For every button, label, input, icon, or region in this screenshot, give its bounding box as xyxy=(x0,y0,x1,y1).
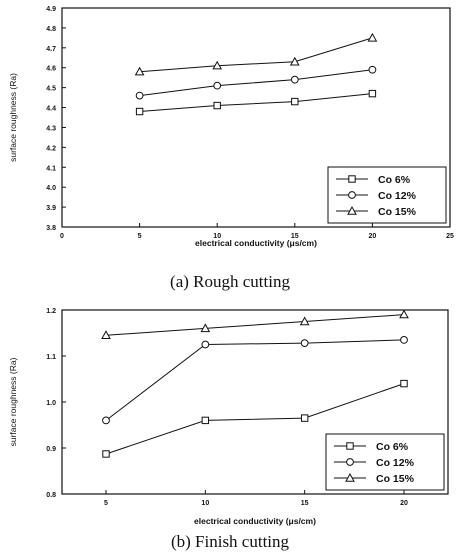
y-tick-label: 3.8 xyxy=(46,225,56,232)
y-tick-label: 4.8 xyxy=(46,26,56,33)
x-tick-label: 20 xyxy=(400,500,408,507)
caption-rough-cutting: (a) Rough cutting xyxy=(170,272,290,291)
x-axis-label: electrical conductivity (μs/cm) xyxy=(194,516,316,526)
y-tick-label: 0.8 xyxy=(46,492,56,499)
series-line-circle xyxy=(139,69,373,97)
y-tick-label: 1.1 xyxy=(46,354,56,361)
x-tick-label: 5 xyxy=(104,500,108,507)
y-tick-label: 1.0 xyxy=(46,400,56,407)
y-tick-label: 4.3 xyxy=(46,125,56,132)
data-point-triangle xyxy=(134,66,145,76)
series-line-triangle xyxy=(105,314,405,336)
data-point-triangle xyxy=(289,56,300,66)
y-tick-label: 1.2 xyxy=(46,308,56,315)
data-point-triangle xyxy=(299,316,310,326)
y-tick-label: 4.0 xyxy=(46,185,56,192)
y-axis-label: surface roughness (Ra) xyxy=(8,73,18,162)
y-tick-label: 0.9 xyxy=(46,446,56,453)
data-point-triangle xyxy=(101,330,111,339)
data-point-square xyxy=(135,107,144,116)
y-tick-label: 4.5 xyxy=(46,86,56,93)
plot-frame xyxy=(61,7,451,228)
data-point-triangle xyxy=(399,309,409,319)
y-tick-label: 4.7 xyxy=(46,46,56,53)
y-axis-label: surface roughness (Ra) xyxy=(8,357,18,446)
y-tick-label: 4.1 xyxy=(46,165,56,172)
legend: Co 6% Co 12% Co 15% xyxy=(325,433,445,491)
chart-finish-cutting: 0.8 0.9 1.0 1.1 1.2 5 10 15 20 electrical conduct… xyxy=(8,308,449,526)
x-tick-label: 15 xyxy=(301,500,309,507)
x-tick-label: 10 xyxy=(213,233,221,240)
data-point-square xyxy=(368,89,377,98)
data-point-triangle xyxy=(212,60,223,70)
x-tick-label: 25 xyxy=(446,233,454,240)
caption-finish-cutting: (b) Finish cutting xyxy=(170,532,290,551)
data-point-square xyxy=(201,416,210,425)
data-point-circle xyxy=(290,75,299,84)
x-tick-label: 10 xyxy=(201,500,209,507)
y-tick-label: 4.9 xyxy=(46,6,56,13)
legend-label: Co 15% xyxy=(378,206,417,218)
data-point-square xyxy=(400,379,408,388)
data-point-circle xyxy=(135,91,144,100)
series-line-triangle xyxy=(139,37,373,73)
data-point-square xyxy=(102,450,110,458)
legend-marker-square xyxy=(348,175,356,183)
data-point-circle xyxy=(300,339,309,348)
legend-marker-circle xyxy=(348,191,356,199)
data-point-circle xyxy=(201,340,210,349)
data-point-circle xyxy=(368,65,377,74)
data-point-circle xyxy=(400,336,408,344)
x-tick-label: 5 xyxy=(138,233,142,240)
data-point-square xyxy=(300,414,309,422)
y-tick-label: 4.6 xyxy=(46,66,56,73)
data-point-triangle xyxy=(367,32,378,42)
legend-marker-circle xyxy=(346,458,354,466)
y-tick-label: 4.4 xyxy=(46,106,56,113)
legend-label: Co 15% xyxy=(376,473,415,485)
series-line-square xyxy=(105,383,405,455)
legend-marker-triangle xyxy=(347,205,357,215)
y-tick-label: 4.2 xyxy=(46,145,56,152)
y-tick-label: 3.9 xyxy=(46,205,56,212)
data-point-triangle xyxy=(200,323,211,333)
x-tick-label: 15 xyxy=(291,233,299,240)
data-point-circle xyxy=(213,81,222,90)
x-tick-label: 20 xyxy=(369,233,377,240)
data-point-square xyxy=(213,101,221,110)
series-line-circle xyxy=(105,339,405,421)
x-axis-label: electrical conductivity (μs/cm) xyxy=(195,238,317,248)
data-point-square xyxy=(291,97,299,106)
legend-label: Co 12% xyxy=(376,457,415,469)
chart-rough-cutting: 3.8 3.9 4.0 4.1 4.2 4.3 4.4 4.5 4.6 4.7 4.8 4.9 0 5 10… xyxy=(8,6,454,248)
series-line-square xyxy=(139,93,373,113)
legend-label: Co 6% xyxy=(376,441,409,453)
legend-marker-square xyxy=(346,442,354,450)
legend-marker-triangle xyxy=(345,472,355,482)
data-point-circle xyxy=(102,416,110,425)
legend-label: Co 12% xyxy=(378,190,417,202)
legend-label: Co 6% xyxy=(378,174,411,186)
legend: Co 6% Co 12% Co 15% xyxy=(327,166,447,224)
x-tick-label: 0 xyxy=(60,233,64,240)
